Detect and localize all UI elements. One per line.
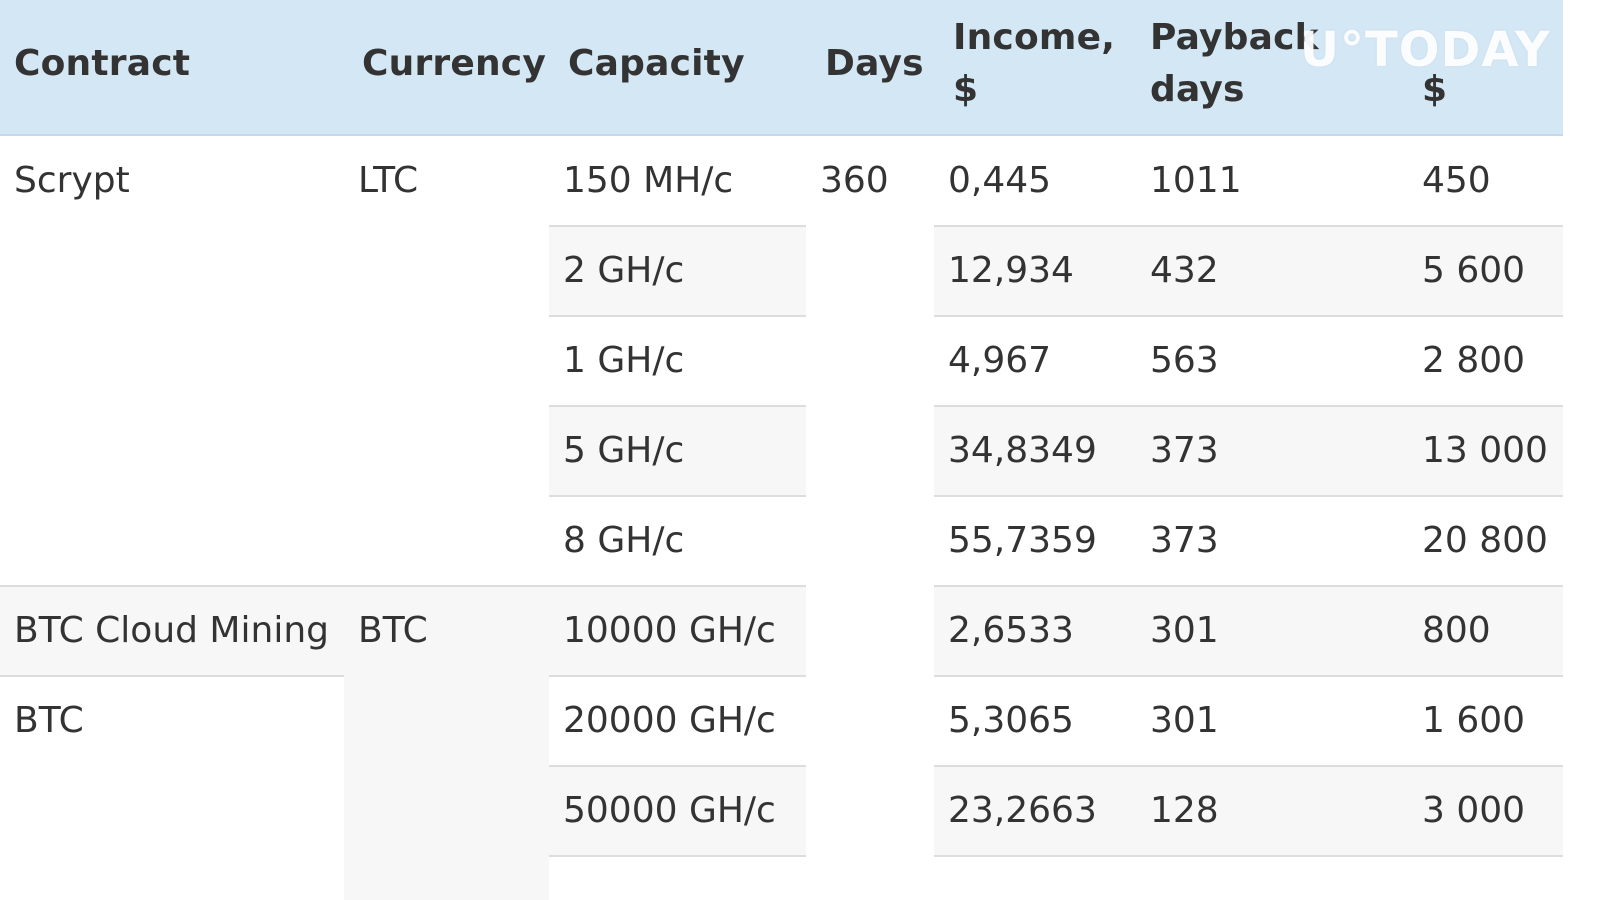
row-shade	[549, 226, 806, 316]
row-shade	[934, 406, 1136, 496]
row-shade	[549, 766, 806, 856]
row-shade	[1136, 226, 1408, 316]
cell-payback: 373	[1150, 430, 1219, 471]
cell-income: 55,7359	[948, 520, 1097, 561]
cell-capacity: 1 GH/c	[563, 340, 685, 381]
cell-capacity: 20000 GH/c	[563, 700, 776, 741]
cell-payback: 432	[1150, 250, 1219, 291]
utoday-watermark: U°TODAY	[1300, 22, 1551, 78]
row-shade	[1136, 586, 1408, 676]
header-capacity: Capacity	[568, 43, 745, 84]
cell-income: 2,6533	[948, 610, 1074, 651]
cell-capacity: 10000 GH/c	[563, 610, 776, 651]
cell-contract: Scrypt	[14, 160, 130, 201]
header-contract: Contract	[14, 43, 191, 84]
row-shade	[1408, 406, 1563, 496]
cell-contract: BTC Cloud Mining	[14, 610, 329, 651]
cell-income: 0,445	[948, 160, 1052, 201]
row-divider	[934, 855, 1563, 857]
row-shade	[1408, 766, 1563, 856]
header-payback: Payback days	[1150, 17, 1319, 110]
cell-days: 360	[820, 160, 889, 201]
cell-payback: 563	[1150, 340, 1219, 381]
cell-capacity: 5 GH/c	[563, 430, 685, 471]
cell-contract: BTC	[14, 700, 84, 741]
row-shade	[934, 766, 1136, 856]
row-divider	[934, 585, 1563, 587]
cell-currency: BTC	[358, 610, 428, 651]
contract-shade	[0, 586, 344, 676]
cell-payback: 301	[1150, 610, 1219, 651]
cell-price: 13 000	[1422, 430, 1548, 471]
cell-income: 34,8349	[948, 430, 1097, 471]
row-divider	[934, 315, 1563, 317]
row-shade	[1136, 766, 1408, 856]
cell-price: 3 000	[1422, 790, 1526, 831]
cell-price: 20 800	[1422, 520, 1548, 561]
cell-price: 5 600	[1422, 250, 1526, 291]
cell-capacity: 150 MH/c	[563, 160, 734, 201]
cell-capacity: 50000 GH/c	[563, 790, 776, 831]
row-divider	[549, 675, 806, 677]
cell-payback: 301	[1150, 700, 1219, 741]
row-divider	[549, 225, 806, 227]
row-divider	[934, 675, 1563, 677]
cell-income: 5,3065	[948, 700, 1074, 741]
row-divider	[549, 855, 806, 857]
group-divider	[0, 675, 344, 677]
currency-shade	[344, 586, 549, 900]
row-divider	[549, 315, 806, 317]
cell-capacity: 8 GH/c	[563, 520, 685, 561]
cell-income: 23,2663	[948, 790, 1097, 831]
header-days: Days	[825, 43, 924, 84]
row-shade	[549, 586, 806, 676]
group-divider	[0, 585, 549, 587]
row-divider	[934, 765, 1563, 767]
cell-payback: 373	[1150, 520, 1219, 561]
cell-price: 1 600	[1422, 700, 1526, 741]
row-shade	[934, 226, 1136, 316]
header-price: $	[1422, 69, 1448, 110]
cell-price: 450	[1422, 160, 1491, 201]
row-divider	[549, 765, 806, 767]
row-shade	[934, 586, 1136, 676]
cell-price: 800	[1422, 610, 1491, 651]
cell-payback: 128	[1150, 790, 1219, 831]
row-divider	[549, 585, 806, 587]
row-divider	[934, 405, 1563, 407]
row-divider	[549, 495, 806, 497]
cell-income: 12,934	[948, 250, 1074, 291]
table-header	[0, 0, 1563, 136]
row-shade	[549, 406, 806, 496]
cell-income: 4,967	[948, 340, 1052, 381]
row-shade	[1136, 406, 1408, 496]
header-income: Income, $	[953, 17, 1116, 110]
cell-payback: 1011	[1150, 160, 1242, 201]
row-divider	[549, 405, 806, 407]
row-shade	[1408, 226, 1563, 316]
cell-capacity: 2 GH/c	[563, 250, 685, 291]
row-divider	[934, 495, 1563, 497]
cell-price: 2 800	[1422, 340, 1526, 381]
row-divider	[934, 225, 1563, 227]
row-shade	[1408, 586, 1563, 676]
cell-currency: LTC	[358, 160, 419, 201]
header-currency: Currency	[362, 43, 547, 84]
